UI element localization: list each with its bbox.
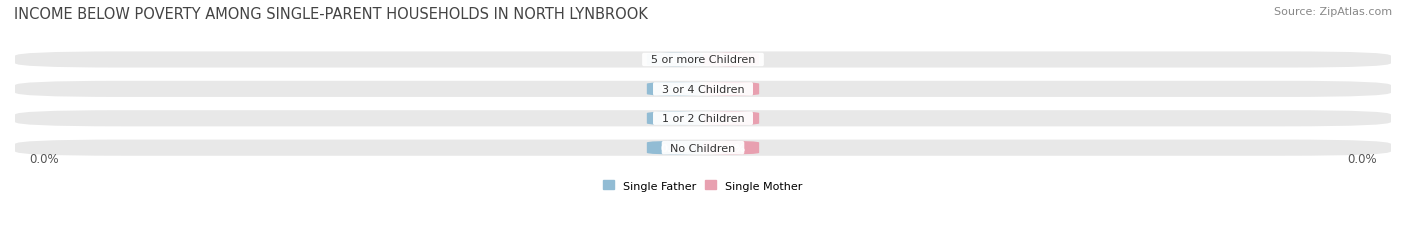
Text: 0.0%: 0.0% bbox=[661, 114, 689, 124]
Text: INCOME BELOW POVERTY AMONG SINGLE-PARENT HOUSEHOLDS IN NORTH LYNBROOK: INCOME BELOW POVERTY AMONG SINGLE-PARENT… bbox=[14, 7, 648, 22]
Text: 0.0%: 0.0% bbox=[1347, 152, 1376, 165]
FancyBboxPatch shape bbox=[703, 53, 759, 67]
Text: 5 or more Children: 5 or more Children bbox=[644, 55, 762, 65]
FancyBboxPatch shape bbox=[647, 141, 703, 155]
FancyBboxPatch shape bbox=[15, 52, 1391, 68]
Text: 1 or 2 Children: 1 or 2 Children bbox=[655, 114, 751, 124]
FancyBboxPatch shape bbox=[703, 112, 759, 126]
Text: 3 or 4 Children: 3 or 4 Children bbox=[655, 85, 751, 94]
FancyBboxPatch shape bbox=[15, 82, 1391, 97]
Text: 0.0%: 0.0% bbox=[717, 85, 745, 94]
FancyBboxPatch shape bbox=[15, 111, 1391, 127]
FancyBboxPatch shape bbox=[647, 83, 703, 96]
Text: 0.0%: 0.0% bbox=[717, 114, 745, 124]
Text: 0.0%: 0.0% bbox=[30, 152, 59, 165]
Text: 0.0%: 0.0% bbox=[661, 85, 689, 94]
Legend: Single Father, Single Mother: Single Father, Single Mother bbox=[603, 181, 803, 191]
FancyBboxPatch shape bbox=[703, 83, 759, 96]
Text: 0.0%: 0.0% bbox=[661, 55, 689, 65]
Text: Source: ZipAtlas.com: Source: ZipAtlas.com bbox=[1274, 7, 1392, 17]
Text: 0.0%: 0.0% bbox=[661, 143, 689, 153]
FancyBboxPatch shape bbox=[15, 140, 1391, 156]
FancyBboxPatch shape bbox=[647, 112, 703, 126]
Text: 0.0%: 0.0% bbox=[717, 143, 745, 153]
Text: No Children: No Children bbox=[664, 143, 742, 153]
FancyBboxPatch shape bbox=[647, 53, 703, 67]
Text: 0.0%: 0.0% bbox=[717, 55, 745, 65]
FancyBboxPatch shape bbox=[703, 141, 759, 155]
